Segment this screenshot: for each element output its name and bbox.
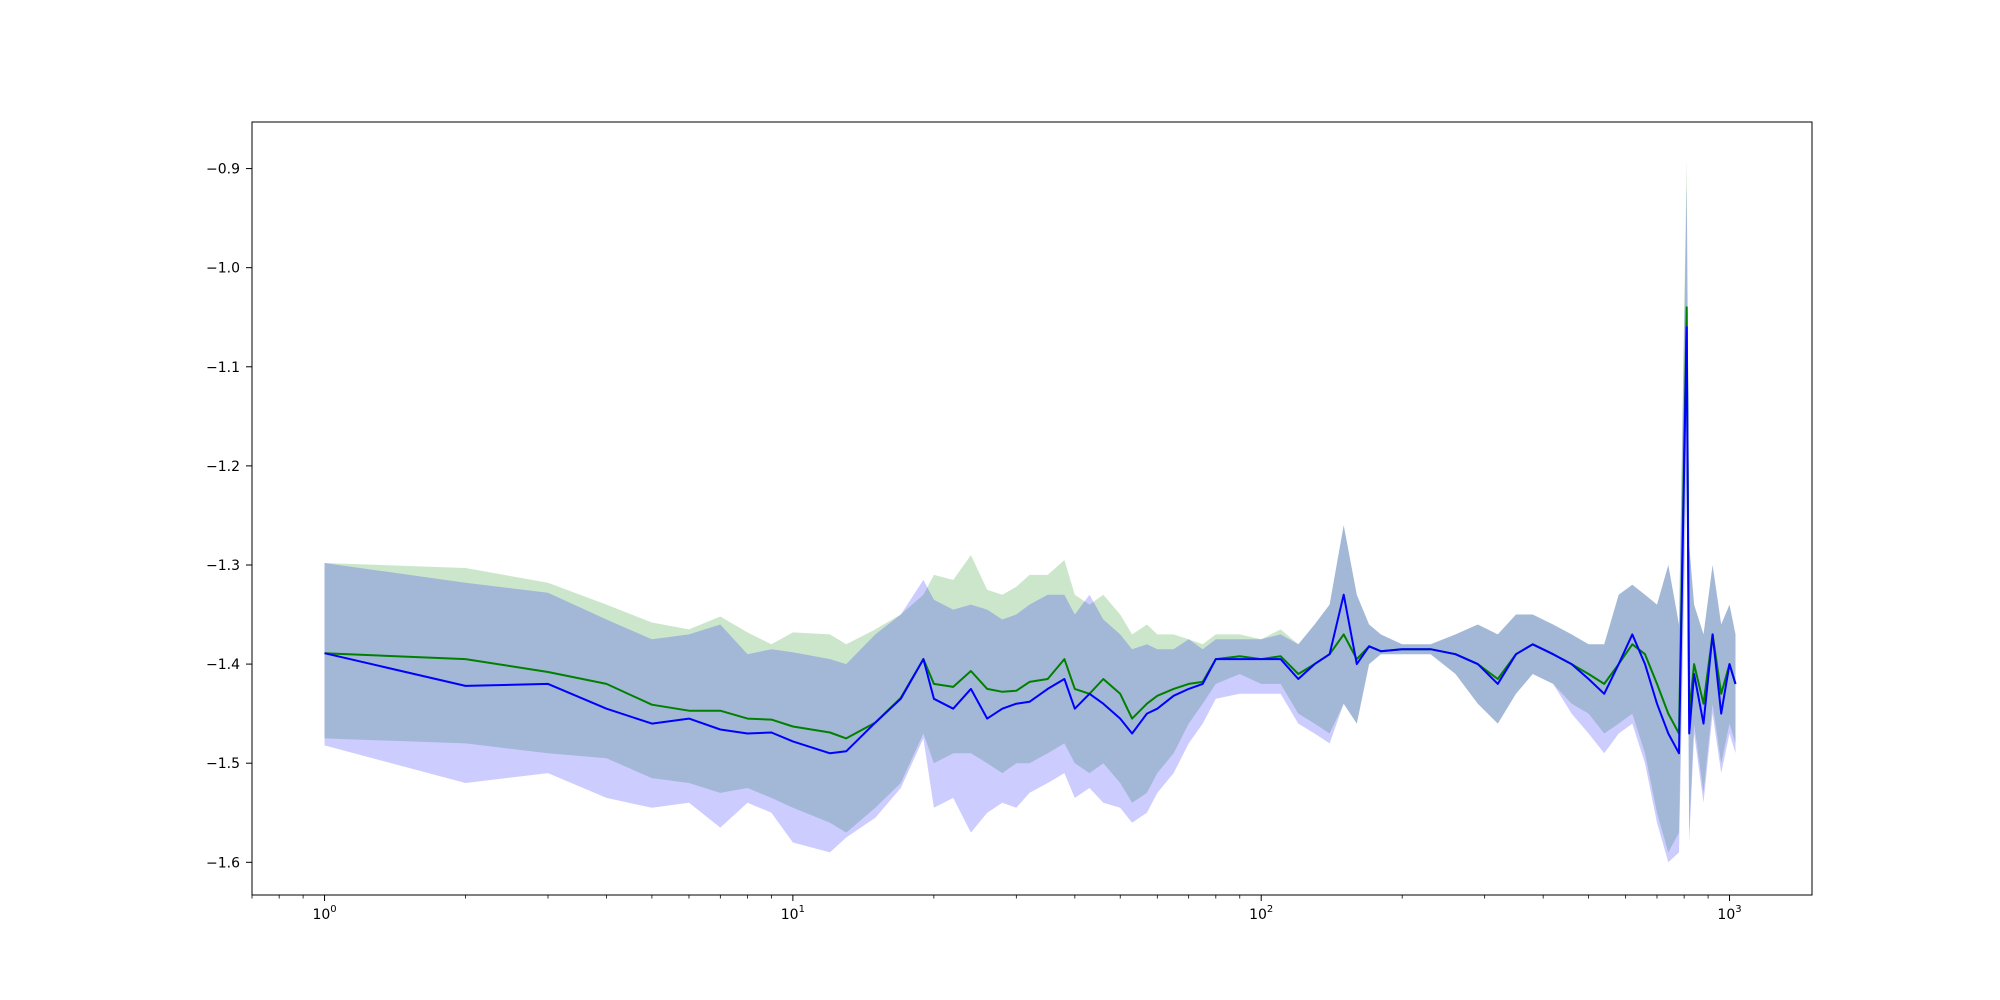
y-tick-label: −0.9 — [206, 162, 240, 178]
y-tick-label: −1.5 — [206, 756, 240, 772]
x-tick-label: 102 — [1249, 904, 1273, 923]
y-tick-label: −1.1 — [206, 360, 240, 376]
y-axis: −0.9 −1.0 −1.1 −1.2 −1.3 −1.4 −1.5 −1.6 — [206, 162, 252, 871]
confidence-band-1 — [324, 158, 1736, 853]
x-tick-label: 103 — [1717, 904, 1741, 923]
confidence-band-2 — [324, 183, 1736, 863]
x-tick-label: 101 — [781, 904, 805, 923]
confidence-bands — [324, 158, 1736, 863]
x-axis: 100 101 102 103 — [251, 895, 1742, 923]
y-tick-label: −1.4 — [206, 657, 240, 673]
x-tick-label: 100 — [312, 904, 336, 923]
y-tick-label: −1.2 — [206, 459, 240, 475]
plot-frame — [251, 121, 1813, 896]
y-tick-label: −1.3 — [206, 558, 240, 574]
series-lines — [324, 306, 1737, 755]
y-tick-label: −1.6 — [206, 855, 240, 871]
y-tick-label: −1.0 — [206, 261, 240, 277]
series-line-2 — [324, 326, 1737, 755]
